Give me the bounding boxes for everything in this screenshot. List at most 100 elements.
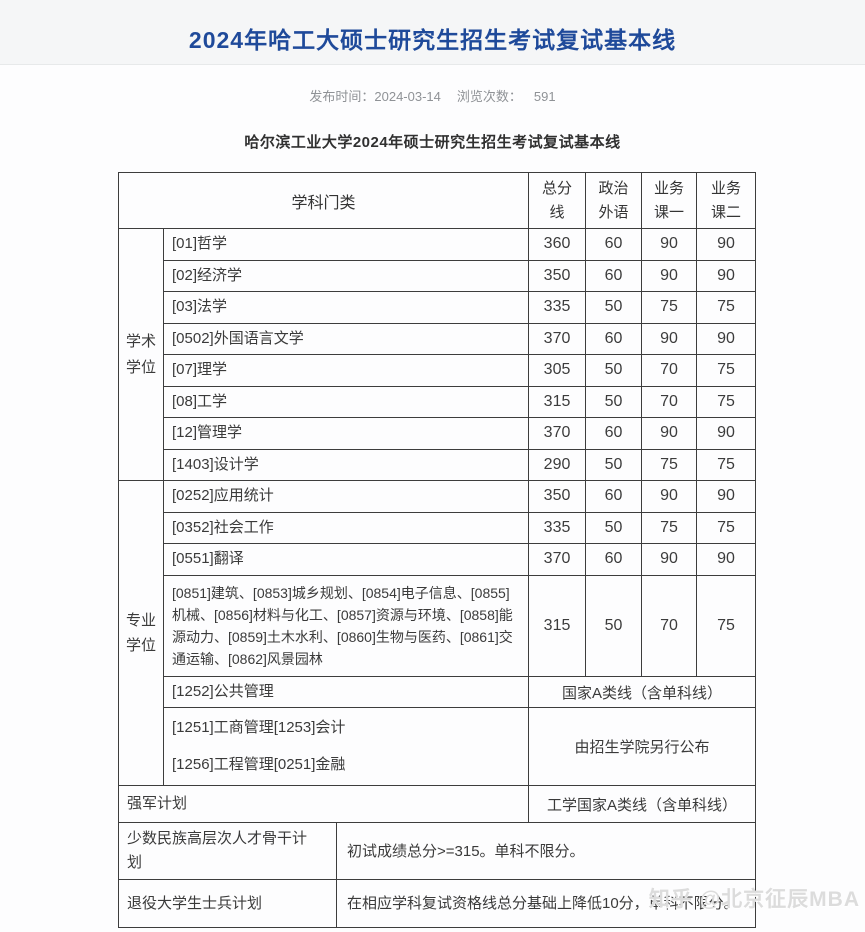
plan-value-cell: 初试成绩总分>=315。单科不限分。 (335, 822, 757, 881)
subject-cell: [1251]工商管理[1253]会计 [1256]工程管理[0251]金融 (162, 707, 530, 787)
zhihu-watermark: 知乎 @北京征辰MBA (648, 888, 860, 911)
score-politics-cell: 50 (585, 354, 643, 387)
score-total-cell: 290 (528, 448, 587, 481)
score-course1-cell: 70 (641, 574, 698, 677)
subject-cell: [02]经济学 (162, 259, 530, 292)
score-total-cell: 315 (528, 385, 587, 418)
table-header-row: 学科门类 总分 线 政治 外语 业务 课一 业务 课二 (117, 172, 757, 229)
score-course2-cell: 90 (696, 259, 757, 292)
score-politics-cell: 60 (585, 417, 643, 450)
score-course1-cell: 70 (641, 354, 698, 387)
score-course2-cell: 75 (696, 574, 757, 677)
score-course1-cell: 90 (641, 543, 698, 576)
plan-label-cell: 少数民族高层次人才骨干计划 (118, 822, 337, 881)
score-politics-cell: 60 (585, 322, 643, 355)
views-count: 591 (533, 89, 556, 104)
score-total-cell: 370 (528, 417, 587, 450)
score-course2-cell: 90 (696, 417, 757, 450)
publish-date: 2024-03-14 (374, 89, 441, 104)
merged-value-cell: 国家A类线（含单科线） (528, 675, 757, 709)
subject-cell: [0851]建筑、[0853]城乡规划、[0854]电子信息、[0855]机械、… (162, 574, 530, 677)
score-total-cell: 335 (528, 511, 587, 544)
score-course2-cell: 90 (696, 228, 757, 261)
table-row: 专业 学位 [0252]应用统计 350 60 90 90 (118, 479, 757, 787)
subject-cell: [1403]设计学 (162, 448, 530, 481)
subject-cell: [0352]社会工作 (162, 511, 530, 544)
score-course2-cell: 90 (696, 543, 757, 576)
page-title: 2024年哈工大硕士研究生招生考试复试基本线 (188, 27, 677, 53)
table-row: [07]理学 305 50 70 75 (119, 354, 757, 387)
merged-value-cell: 由招生学院另行公布 (528, 707, 757, 787)
score-course1-cell: 90 (641, 322, 698, 355)
score-politics-cell: 60 (585, 259, 643, 292)
table-row: [08]工学 315 50 70 75 (119, 385, 757, 418)
plan-value-cell: 在相应学科复试资格线总分基础上降低10分，单科不限分。 (335, 879, 757, 929)
subject-cell: [0502]外国语言文学 (162, 322, 530, 355)
subject-line-1: [1251]工商管理[1253]会计 (172, 719, 346, 737)
subject-cell: [07]理学 (162, 354, 530, 387)
score-politics-cell: 50 (585, 574, 643, 677)
table-row: [0502]外国语言文学 370 60 90 90 (119, 322, 757, 355)
table-caption: 哈尔滨工业大学2024年硕士研究生招生考试复试基本线 (244, 134, 621, 151)
header-course-two: 业务 课二 (696, 172, 757, 229)
score-politics-cell: 50 (585, 511, 643, 544)
publish-time-label: 发布时间： (309, 89, 375, 104)
header-total-score: 总分 线 (528, 172, 587, 229)
degree-group-academic: 学术 学位 (118, 228, 164, 481)
subject-cell: [0252]应用统计 (162, 480, 530, 513)
score-line-table: 学科门类 总分 线 政治 外语 业务 课一 业务 课二 学术 学位 [01]哲学… (117, 172, 757, 929)
score-course2-cell: 75 (696, 385, 757, 418)
score-politics-cell: 50 (585, 291, 643, 324)
score-total-cell: 315 (528, 574, 587, 677)
score-course1-cell: 70 (641, 385, 698, 418)
score-course2-cell: 75 (696, 291, 757, 324)
plan-label-cell: 强军计划 (117, 785, 530, 824)
score-course1-cell: 75 (641, 291, 698, 324)
subject-cell: [1252]公共管理 (162, 675, 530, 709)
table-row: [1251]工商管理[1253]会计 [1256]工程管理[0251]金融 由招… (119, 707, 757, 787)
table-row: 学术 学位 [01]哲学 360 60 90 90 (118, 228, 757, 481)
score-total-cell: 360 (528, 228, 587, 261)
table-row: [1252]公共管理 国家A类线（含单科线） (119, 675, 757, 709)
subject-cell: [01]哲学 (162, 228, 530, 261)
table-row: 少数民族高层次人才骨干计划 初试成绩总分>=315。单科不限分。 (118, 822, 757, 881)
table-row: [1403]设计学 290 50 75 75 (119, 448, 757, 481)
score-politics-cell: 60 (585, 480, 643, 513)
table-row: [0551]翻译 370 60 90 90 (119, 543, 757, 576)
article-header-band: 2024年哈工大硕士研究生招生考试复试基本线 (0, 0, 865, 65)
subject-cell: [12]管理学 (162, 417, 530, 450)
score-politics-cell: 60 (585, 228, 643, 261)
score-total-cell: 350 (528, 480, 587, 513)
score-politics-cell: 50 (585, 448, 643, 481)
plan-value-cell: 工学国家A类线（含单科线） (528, 785, 757, 824)
score-politics-cell: 50 (585, 385, 643, 418)
table-row: 退役大学生士兵计划 在相应学科复试资格线总分基础上降低10分，单科不限分。 (118, 879, 757, 929)
header-course-one: 业务 课一 (641, 172, 698, 229)
subject-cell: [08]工学 (162, 385, 530, 418)
subject-cell: [03]法学 (162, 291, 530, 324)
score-total-cell: 350 (528, 259, 587, 292)
subject-line-2: [1256]工程管理[0251]金融 (172, 755, 346, 773)
score-course1-cell: 75 (641, 511, 698, 544)
table-row: [0352]社会工作 335 50 75 75 (119, 511, 757, 544)
header-politics-foreign: 政治 外语 (585, 172, 643, 229)
table-row: 强军计划 工学国家A类线（含单科线） (117, 785, 757, 824)
score-total-cell: 370 (528, 322, 587, 355)
score-course2-cell: 90 (696, 480, 757, 513)
table-row: [0851]建筑、[0853]城乡规划、[0854]电子信息、[0855]机械、… (119, 574, 757, 677)
score-course2-cell: 90 (696, 322, 757, 355)
views-label: 浏览次数： (456, 89, 522, 104)
score-politics-cell: 60 (585, 543, 643, 576)
score-course1-cell: 90 (641, 480, 698, 513)
score-course2-cell: 75 (696, 511, 757, 544)
subject-cell: [0551]翻译 (162, 543, 530, 576)
score-course2-cell: 75 (696, 354, 757, 387)
table-row: [03]法学 335 50 75 75 (119, 291, 757, 324)
table-row: [02]经济学 350 60 90 90 (119, 259, 757, 292)
score-total-cell: 305 (528, 354, 587, 387)
score-course1-cell: 90 (641, 259, 698, 292)
score-course2-cell: 75 (696, 448, 757, 481)
table-row: [12]管理学 370 60 90 90 (119, 417, 757, 450)
plan-label-cell: 退役大学生士兵计划 (118, 879, 337, 929)
